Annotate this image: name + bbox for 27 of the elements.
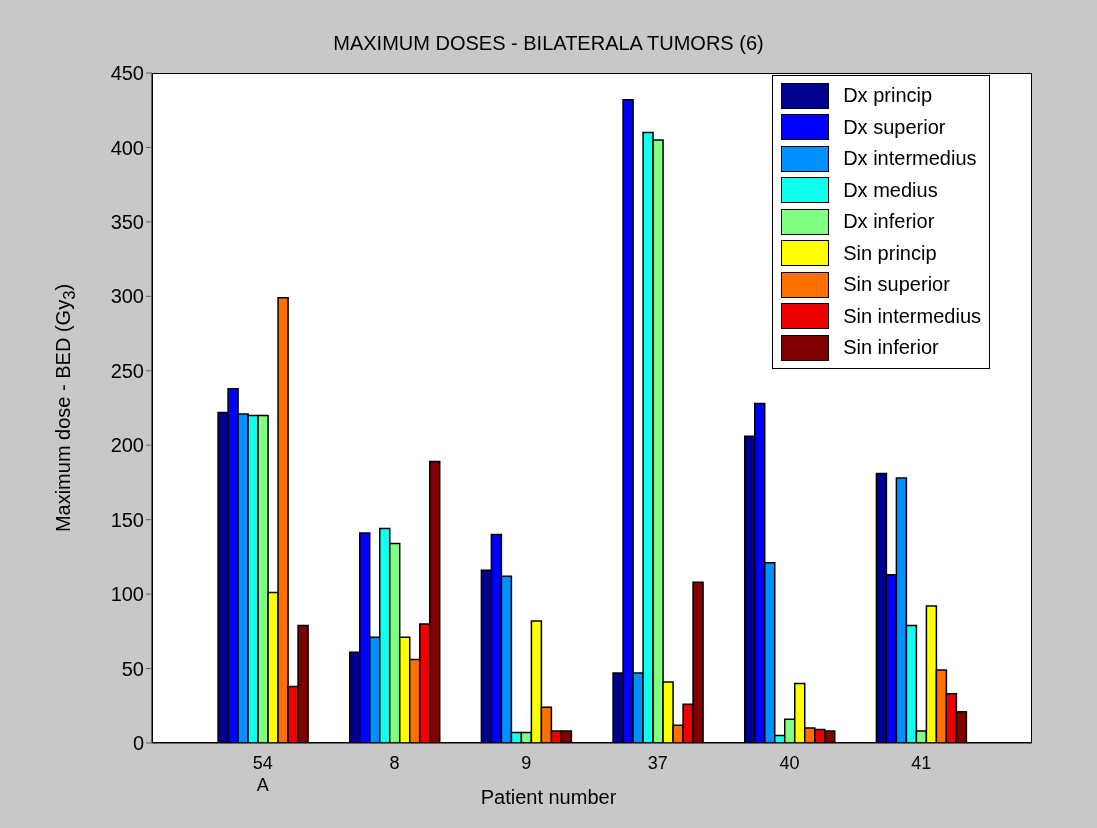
legend-label: Dx princip bbox=[843, 84, 933, 108]
x-tick-label: 37 bbox=[647, 753, 668, 773]
y-tick-label: 300 bbox=[110, 285, 144, 308]
legend-label: Dx superior bbox=[843, 115, 946, 139]
y-tick-label: 450 bbox=[110, 62, 144, 85]
y-tick-label: 50 bbox=[121, 657, 144, 680]
x-tick-label: 40 bbox=[779, 753, 800, 773]
x-tick-label: 9 bbox=[521, 753, 532, 773]
y-tick-label: 100 bbox=[110, 583, 144, 606]
chart-title: MAXIMUM DOSES - BILATERALA TUMORS (6) bbox=[332, 32, 765, 55]
x-tick-label: 54 A bbox=[252, 753, 273, 795]
y-tick-label: 250 bbox=[110, 359, 144, 382]
y-tick-label: 200 bbox=[110, 434, 144, 457]
legend-label: Dx medius bbox=[843, 178, 938, 202]
y-tick-label: 150 bbox=[110, 508, 144, 531]
legend-label: Dx intermedius bbox=[843, 147, 977, 171]
legend-label: Sin princip bbox=[843, 241, 937, 265]
y-tick-label: 350 bbox=[110, 210, 144, 233]
y-tick-label: 0 bbox=[132, 732, 144, 755]
legend-label: Sin inferior bbox=[843, 336, 939, 360]
x-tick-label: 41 bbox=[911, 753, 932, 773]
x-tick-label: 8 bbox=[389, 753, 400, 773]
legend-label: Sin intermedius bbox=[843, 304, 981, 328]
legend-label: Dx inferior bbox=[843, 210, 935, 234]
x-axis-title: Patient number bbox=[480, 786, 617, 808]
legend-label: Sin superior bbox=[843, 273, 950, 297]
y-tick-label: 400 bbox=[110, 136, 144, 159]
